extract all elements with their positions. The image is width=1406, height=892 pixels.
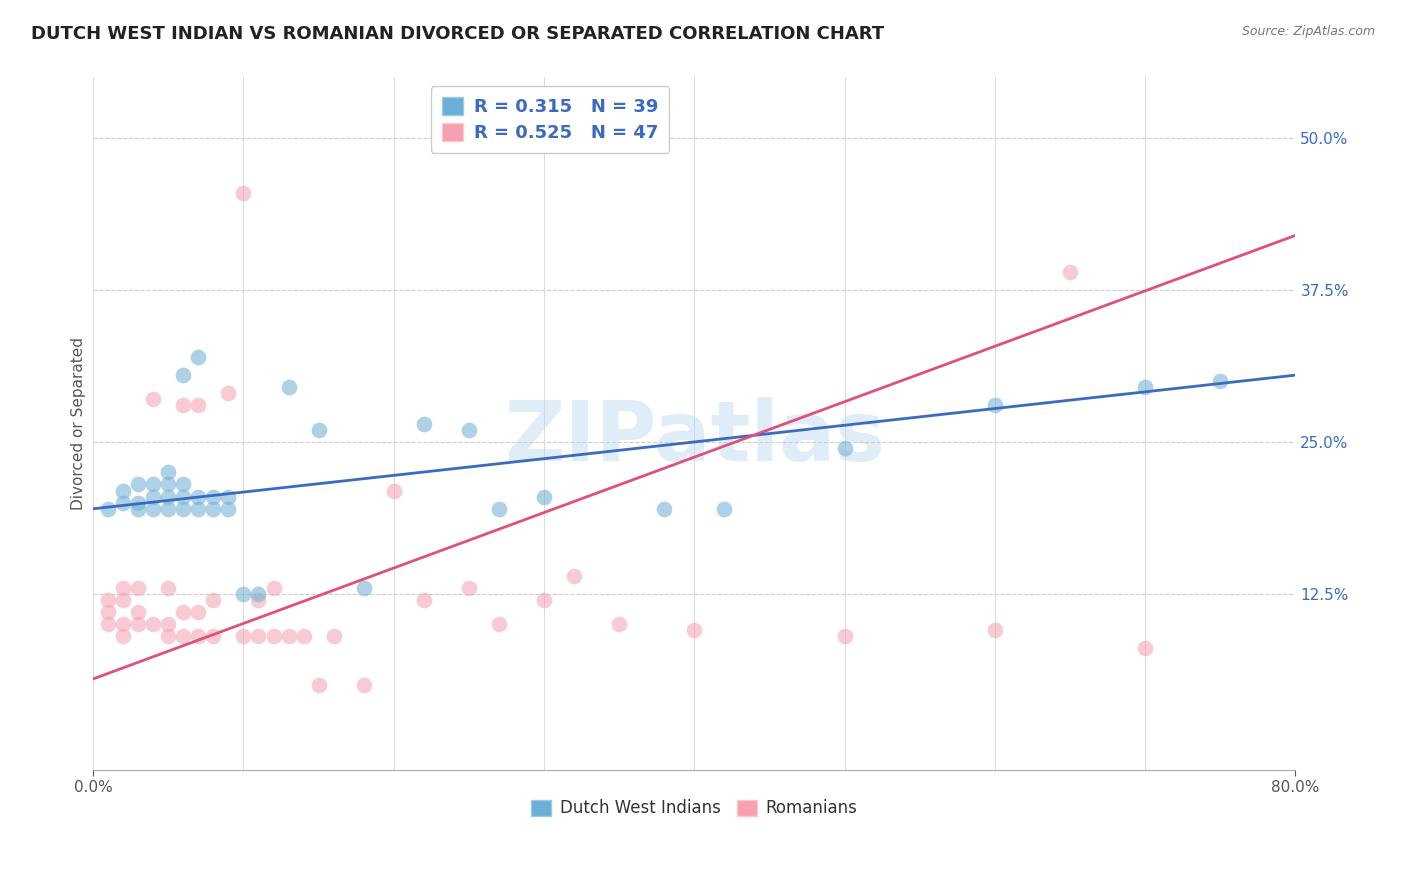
Point <box>382 483 405 498</box>
Point <box>187 399 209 413</box>
Point <box>683 624 706 638</box>
Point <box>127 617 149 632</box>
Point <box>112 483 135 498</box>
Text: DUTCH WEST INDIAN VS ROMANIAN DIVORCED OR SEPARATED CORRELATION CHART: DUTCH WEST INDIAN VS ROMANIAN DIVORCED O… <box>31 25 884 43</box>
Point <box>263 629 285 643</box>
Point <box>187 350 209 364</box>
Point <box>172 629 194 643</box>
Point <box>607 617 630 632</box>
Point <box>247 629 270 643</box>
Point <box>142 617 165 632</box>
Point <box>172 399 194 413</box>
Point <box>97 617 120 632</box>
Point <box>292 629 315 643</box>
Point <box>112 581 135 595</box>
Point <box>187 629 209 643</box>
Point <box>533 490 555 504</box>
Point <box>277 380 299 394</box>
Point <box>97 593 120 607</box>
Point <box>412 417 434 431</box>
Point <box>533 593 555 607</box>
Point <box>157 629 180 643</box>
Point <box>202 490 225 504</box>
Point <box>263 581 285 595</box>
Point <box>112 629 135 643</box>
Point <box>127 605 149 619</box>
Point <box>1133 380 1156 394</box>
Point <box>322 629 344 643</box>
Point <box>157 501 180 516</box>
Point <box>834 441 856 455</box>
Point <box>1059 265 1081 279</box>
Point <box>457 423 479 437</box>
Point <box>127 477 149 491</box>
Point <box>217 501 239 516</box>
Point <box>172 490 194 504</box>
Point <box>112 617 135 632</box>
Legend: Dutch West Indians, Romanians: Dutch West Indians, Romanians <box>524 793 865 824</box>
Point <box>157 477 180 491</box>
Point <box>1209 374 1232 388</box>
Point <box>187 501 209 516</box>
Y-axis label: Divorced or Separated: Divorced or Separated <box>72 337 86 510</box>
Point <box>157 617 180 632</box>
Point <box>127 581 149 595</box>
Point <box>217 490 239 504</box>
Point <box>713 501 735 516</box>
Point <box>277 629 299 643</box>
Point <box>652 501 675 516</box>
Point <box>412 593 434 607</box>
Point <box>142 490 165 504</box>
Point <box>308 423 330 437</box>
Point <box>984 624 1007 638</box>
Point <box>308 678 330 692</box>
Point <box>488 501 510 516</box>
Point <box>984 399 1007 413</box>
Point <box>834 629 856 643</box>
Point <box>1133 641 1156 656</box>
Point <box>172 605 194 619</box>
Point <box>172 477 194 491</box>
Point <box>232 629 254 643</box>
Point <box>217 386 239 401</box>
Point <box>127 501 149 516</box>
Point <box>353 581 375 595</box>
Point <box>232 186 254 200</box>
Point <box>202 593 225 607</box>
Point <box>232 587 254 601</box>
Point <box>157 466 180 480</box>
Point <box>142 392 165 407</box>
Point <box>112 496 135 510</box>
Point <box>157 581 180 595</box>
Point <box>172 368 194 383</box>
Text: ZIPatlas: ZIPatlas <box>503 397 884 478</box>
Point <box>247 587 270 601</box>
Point <box>187 605 209 619</box>
Point <box>127 496 149 510</box>
Point <box>202 629 225 643</box>
Point <box>457 581 479 595</box>
Point <box>142 477 165 491</box>
Point <box>488 617 510 632</box>
Point <box>247 593 270 607</box>
Point <box>97 501 120 516</box>
Point <box>353 678 375 692</box>
Point <box>112 593 135 607</box>
Point <box>142 501 165 516</box>
Point <box>202 501 225 516</box>
Text: Source: ZipAtlas.com: Source: ZipAtlas.com <box>1241 25 1375 38</box>
Point <box>562 568 585 582</box>
Point <box>157 490 180 504</box>
Point <box>172 501 194 516</box>
Point <box>97 605 120 619</box>
Point <box>187 490 209 504</box>
